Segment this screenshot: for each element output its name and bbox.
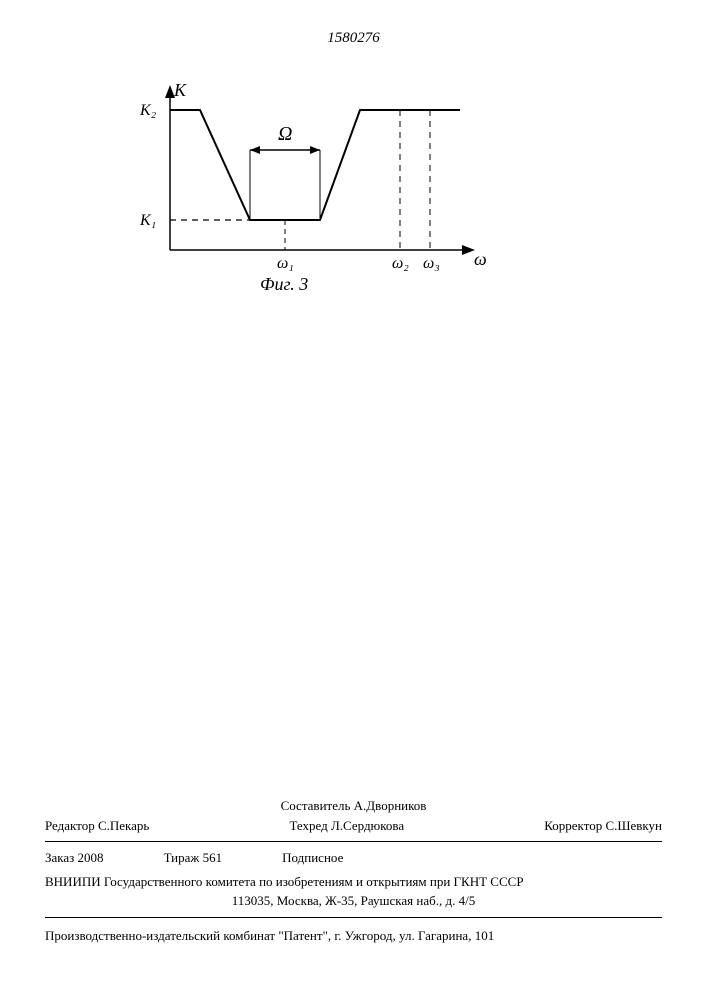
order-label: Заказ 2008 xyxy=(45,848,104,868)
editor-label: Редактор С.Пекарь xyxy=(45,816,149,836)
chart-svg: Ω К ω К₂ К₁ ω₁ ω₂ ω₃ Фиг. 3 xyxy=(130,80,490,310)
figure-label: Фиг. 3 xyxy=(260,274,308,294)
credits-row: Редактор С.Пекарь Техред Л.Сердюкова Кор… xyxy=(45,816,662,836)
tech-label: Техред Л.Сердюкова xyxy=(289,816,404,836)
k2-label: К₂ xyxy=(139,102,157,119)
omega2-label: ω₂ xyxy=(392,255,409,272)
omega3-label: ω₃ xyxy=(423,255,440,272)
address-line: 113035, Москва, Ж-35, Раушская наб., д. … xyxy=(45,891,662,911)
divider-2 xyxy=(45,917,662,918)
k1-label: К₁ xyxy=(139,212,156,229)
omega-span-label: Ω xyxy=(278,123,292,145)
tirazh-label: Тираж 561 xyxy=(164,848,223,868)
page-number: 1580276 xyxy=(0,30,707,47)
compiler-line: Составитель А.Дворников xyxy=(45,796,662,816)
footer-block: Составитель А.Дворников Редактор С.Пекар… xyxy=(45,796,662,945)
production-line: Производственно-издательский комбинат "П… xyxy=(45,926,662,946)
corrector-label: Корректор С.Шевкун xyxy=(544,816,662,836)
order-row: Заказ 2008 Тираж 561 Подписное xyxy=(45,848,662,868)
divider-1 xyxy=(45,841,662,842)
figure-3-chart: Ω К ω К₂ К₁ ω₁ ω₂ ω₃ Фиг. 3 xyxy=(130,80,490,315)
institution-line: ВНИИПИ Государственного комитета по изоб… xyxy=(45,872,662,892)
x-axis-label: ω xyxy=(474,249,487,269)
omega1-label: ω₁ xyxy=(277,255,294,272)
y-axis-label: К xyxy=(173,80,187,100)
subscription-label: Подписное xyxy=(282,848,343,868)
